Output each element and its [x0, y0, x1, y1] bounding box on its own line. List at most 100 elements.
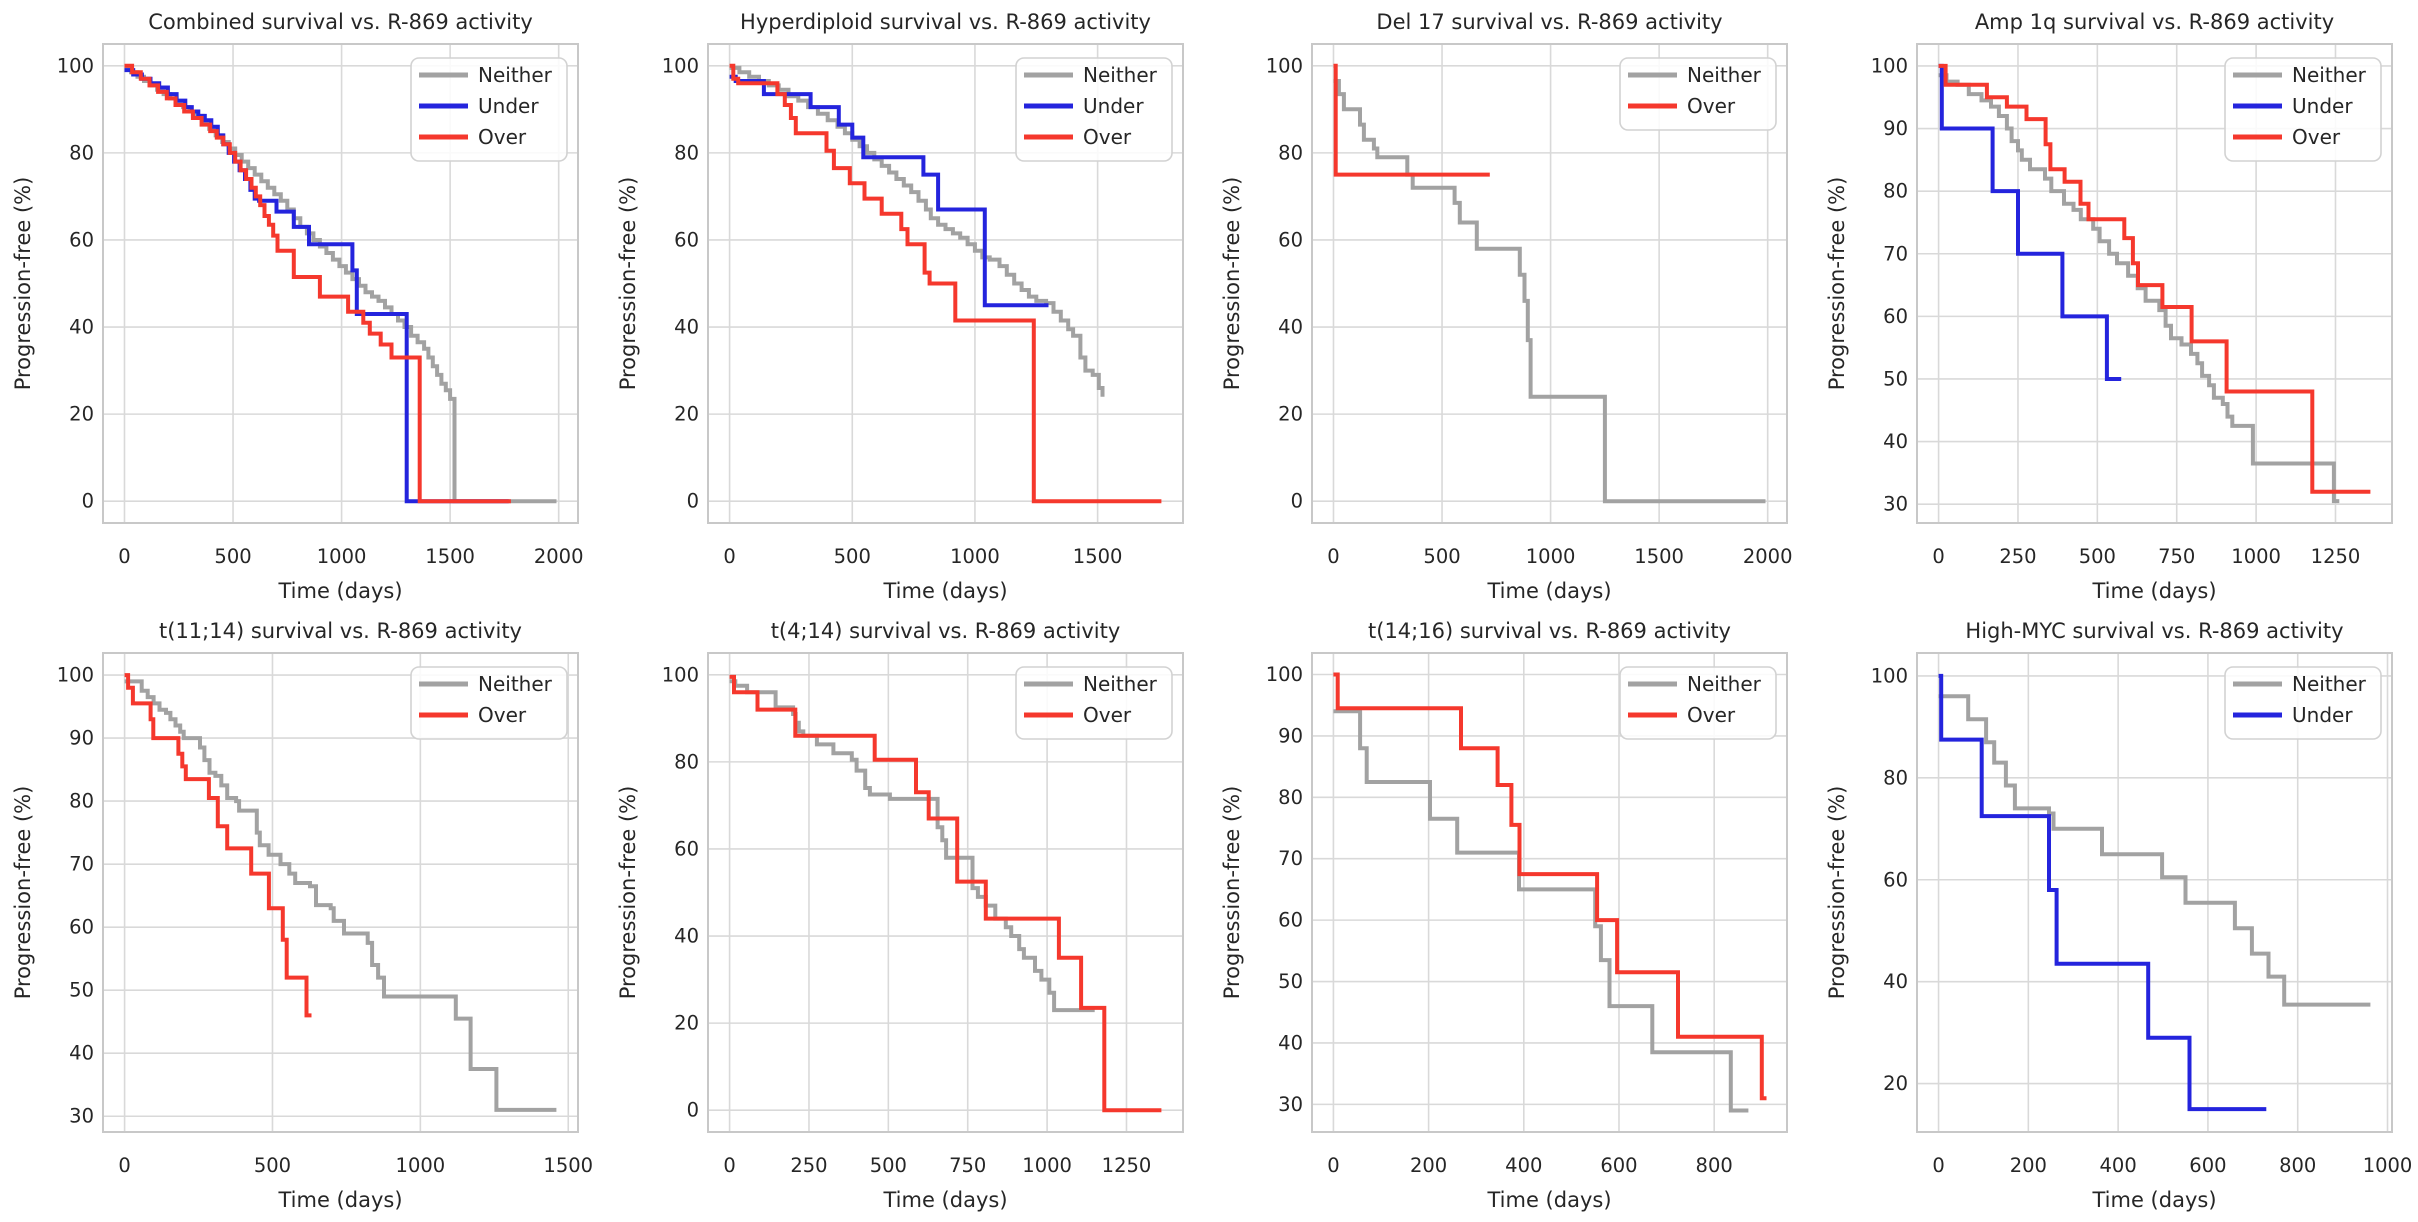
y-tick-label: 80	[1883, 180, 1908, 203]
series-line-neither	[1334, 81, 1766, 501]
chart-title: Del 17 survival vs. R-869 activity	[1376, 10, 1722, 34]
chart-canvas: t(4;14) survival vs. R-869 activityTime …	[605, 609, 1210, 1218]
legend-label-neither: Neither	[1687, 672, 1762, 696]
y-tick-label: 100	[1870, 664, 1907, 687]
series-line-neither	[1938, 696, 2370, 1004]
y-tick-label: 60	[674, 228, 699, 251]
x-tick-label: 250	[1999, 545, 2036, 568]
legend-label-over: Over	[1687, 94, 1736, 118]
y-tick-label: 80	[674, 750, 699, 773]
x-tick-label: 2000	[534, 545, 584, 568]
series-line-under	[729, 77, 1048, 306]
y-tick-label: 100	[1266, 663, 1303, 686]
y-tick-label: 70	[69, 853, 94, 876]
x-axis-label: Time (days)	[1486, 1188, 1611, 1212]
y-tick-label: 90	[1278, 724, 1303, 747]
y-tick-label: 30	[1883, 493, 1908, 516]
x-tick-label: 200	[2009, 1154, 2046, 1177]
y-tick-label: 80	[674, 141, 699, 164]
chart-canvas: t(14;16) survival vs. R-869 activityTime…	[1209, 609, 1814, 1218]
legend-label-over: Over	[1083, 125, 1132, 149]
x-tick-label: 0	[1932, 545, 1944, 568]
y-tick-label: 80	[69, 790, 94, 813]
y-tick-label: 20	[1278, 403, 1303, 426]
x-axis-label: Time (days)	[277, 579, 402, 603]
x-tick-label: 600	[1600, 1154, 1637, 1177]
chart-canvas: Amp 1q survival vs. R-869 activity Time (…	[1814, 0, 2418, 609]
chart-canvas: High-MYC survival vs. R-869 activity Time…	[1814, 609, 2418, 1218]
x-tick-label: 400	[1505, 1154, 1542, 1177]
y-tick-label: 80	[69, 141, 94, 164]
x-axis-label: Time (days)	[2091, 579, 2216, 603]
x-axis-label: Time (days)	[2091, 1188, 2216, 1212]
y-tick-label: 20	[674, 1012, 699, 1035]
y-tick-label: 90	[1883, 117, 1908, 140]
x-tick-label: 500	[2078, 545, 2115, 568]
subplot-high-myc: High-MYC survival vs. R-869 activity Time…	[1814, 609, 2418, 1218]
y-tick-label: 60	[1883, 305, 1908, 328]
y-axis-label: Progression-free (%)	[1825, 786, 1849, 1000]
y-axis-label: Progression-free (%)	[1220, 786, 1244, 1000]
legend-label-under: Under	[478, 94, 539, 118]
y-tick-label: 80	[1883, 766, 1908, 789]
x-tick-label: 0	[1932, 1154, 1944, 1177]
x-axis-label: Time (days)	[277, 1188, 402, 1212]
y-tick-label: 40	[1278, 1031, 1303, 1054]
y-tick-label: 60	[69, 916, 94, 939]
x-tick-label: 1500	[1634, 545, 1684, 568]
y-tick-label: 60	[674, 837, 699, 860]
legend-label-under: Under	[2292, 703, 2353, 727]
x-tick-label: 1000	[1526, 545, 1576, 568]
x-tick-label: 250	[790, 1154, 827, 1177]
chart-canvas: t(11;14) survival vs. R-869 activity Time…	[0, 609, 605, 1218]
y-axis-label: Progression-free (%)	[1825, 177, 1849, 391]
legend-label-over: Over	[1687, 703, 1736, 727]
x-tick-label: 750	[2158, 545, 2195, 568]
y-tick-label: 20	[1883, 1072, 1908, 1095]
y-tick-label: 0	[686, 490, 698, 513]
legend-label-neither: Neither	[1083, 672, 1158, 696]
y-axis-label: Progression-free (%)	[11, 177, 35, 391]
chart-title: Amp 1q survival vs. R-869 activity	[1974, 10, 2333, 34]
x-tick-label: 500	[214, 545, 251, 568]
x-tick-label: 0	[118, 545, 130, 568]
x-tick-label: 500	[869, 1154, 906, 1177]
legend-label-neither: Neither	[478, 63, 553, 87]
subplot-amp1q: Amp 1q survival vs. R-869 activity Time (…	[1814, 0, 2418, 609]
x-tick-label: 800	[2279, 1154, 2316, 1177]
y-tick-label: 20	[674, 403, 699, 426]
y-axis-label: Progression-free (%)	[616, 786, 640, 1000]
y-tick-label: 40	[674, 316, 699, 339]
subplot-t11-14: t(11;14) survival vs. R-869 activity Time…	[0, 609, 605, 1218]
chart-title: High-MYC survival vs. R-869 activity	[1965, 619, 2343, 643]
x-tick-label: 500	[833, 545, 870, 568]
y-tick-label: 50	[69, 979, 94, 1002]
chart-title: t(11;14) survival vs. R-869 activity	[159, 619, 522, 643]
y-axis-label: Progression-free (%)	[1220, 177, 1244, 391]
legend-label-neither: Neither	[1083, 63, 1158, 87]
y-tick-label: 60	[69, 228, 94, 251]
y-tick-label: 100	[661, 54, 698, 77]
y-tick-label: 60	[1883, 868, 1908, 891]
y-tick-label: 100	[57, 664, 94, 687]
x-tick-label: 500	[254, 1154, 291, 1177]
y-tick-label: 70	[1278, 847, 1303, 870]
x-axis-label: Time (days)	[882, 579, 1007, 603]
x-tick-label: 1000	[1022, 1154, 1072, 1177]
legend-label-under: Under	[1083, 94, 1144, 118]
x-tick-label: 0	[118, 1154, 130, 1177]
series-line-neither	[125, 681, 557, 1110]
x-tick-label: 1000	[317, 545, 367, 568]
y-tick-label: 0	[82, 490, 94, 513]
x-axis-label: Time (days)	[882, 1188, 1007, 1212]
y-tick-label: 0	[1291, 490, 1303, 513]
x-tick-label: 600	[2189, 1154, 2226, 1177]
y-tick-label: 100	[1870, 54, 1907, 77]
legend-label-over: Over	[478, 703, 527, 727]
x-tick-label: 1500	[425, 545, 475, 568]
